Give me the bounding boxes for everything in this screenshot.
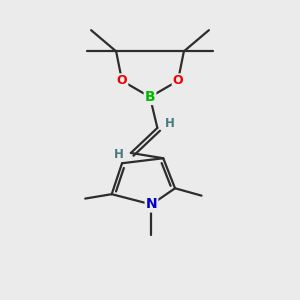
Text: B: B <box>145 90 155 104</box>
Text: H: H <box>165 117 175 130</box>
Text: O: O <box>117 74 127 87</box>
Text: O: O <box>173 74 183 87</box>
Text: H: H <box>114 148 123 161</box>
Text: N: N <box>146 197 157 212</box>
